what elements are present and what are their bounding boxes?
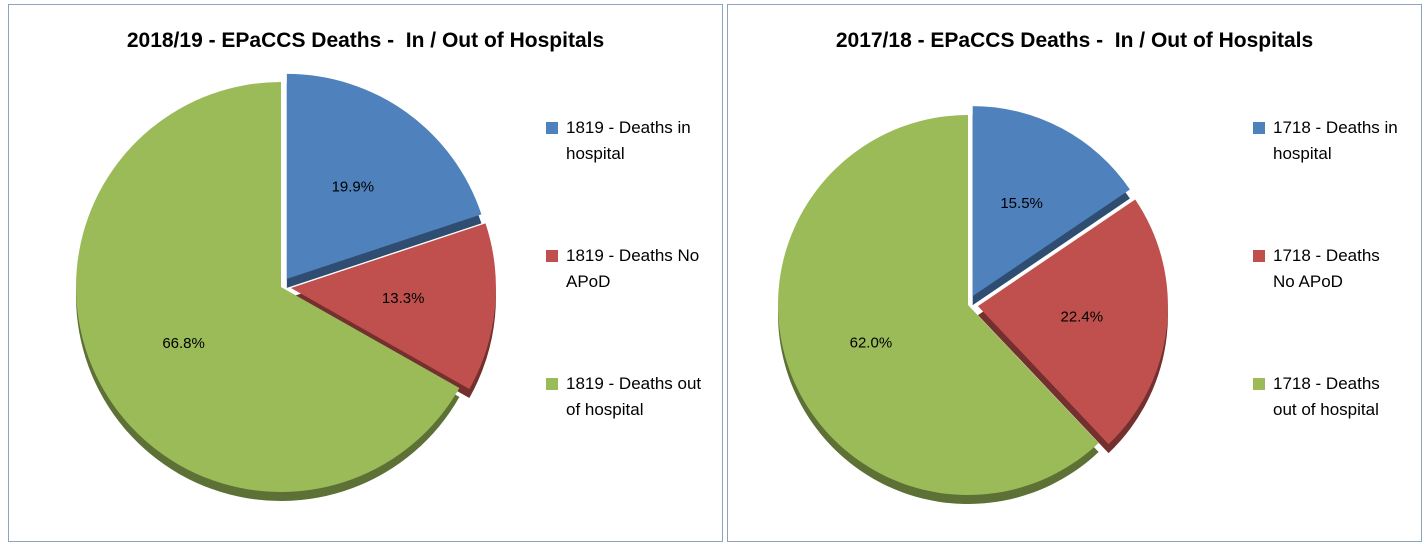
chart-title: 2018/19 - EPaCCS Deaths - In / Out of Ho… xyxy=(126,29,605,52)
legend-item: 1819 - Deaths out of hospital xyxy=(546,371,716,423)
legend-label: 1718 - Deaths out of hospital xyxy=(1273,374,1380,419)
data-label: 62.0% xyxy=(850,335,893,352)
legend-label: 1718 - Deaths in hospital xyxy=(1273,118,1398,163)
legend-label: 1819 - Deaths in hospital xyxy=(566,118,691,163)
legend-label: 1819 - Deaths No APoD xyxy=(566,246,700,291)
legend-item: 1718 - Deaths out of hospital xyxy=(1253,371,1403,423)
legend-item: 1819 - Deaths No APoD xyxy=(546,243,716,295)
slice xyxy=(977,199,1168,445)
legend-swatch xyxy=(1253,122,1265,134)
legend-item: 1718 - Deaths No APoD xyxy=(1253,243,1403,295)
chart-panel: 15.5% 22.4% 62.0% 2017/18 - EPaCCS Deaths -… xyxy=(727,4,1422,542)
chart-panel: 19.9% 13.3% 66.8% 2018/19 - EPaCCS Deaths -… xyxy=(8,4,723,542)
legend-swatch xyxy=(546,250,558,262)
slice xyxy=(286,73,482,279)
pie-chart: 15.5% 22.4% 62.0% xyxy=(778,106,1168,504)
data-label: 13.3% xyxy=(382,290,425,307)
data-label: 66.8% xyxy=(162,335,205,352)
legend-label: 1718 - Deaths No APoD xyxy=(1273,246,1380,291)
data-label: 22.4% xyxy=(1061,308,1104,325)
slice xyxy=(75,82,460,492)
legend-swatch xyxy=(1253,378,1265,390)
slice xyxy=(778,114,1099,495)
legend-label: 1819 - Deaths out of hospital xyxy=(566,374,702,419)
pie-chart: 19.9% 13.3% 66.8% xyxy=(75,73,496,501)
data-label: 15.5% xyxy=(1000,195,1043,212)
legend-item: 1718 - Deaths in hospital xyxy=(1253,115,1403,167)
data-label: 19.9% xyxy=(332,178,375,195)
legend-swatch xyxy=(1253,250,1265,262)
legend-swatch xyxy=(546,378,558,390)
chart-title: 2017/18 - EPaCCS Deaths - In / Out of Ho… xyxy=(835,29,1314,52)
slice xyxy=(972,106,1130,297)
legend-item: 1819 - Deaths in hospital xyxy=(546,115,716,167)
legend-swatch xyxy=(546,122,558,134)
slice xyxy=(290,223,496,389)
